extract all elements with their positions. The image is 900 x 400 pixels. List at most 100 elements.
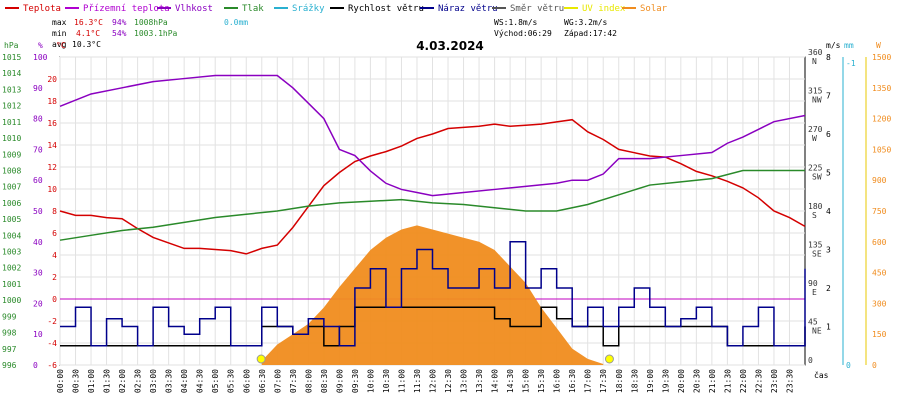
x-tick: 11:00: [397, 369, 406, 393]
press-tick: 1004: [2, 231, 21, 240]
wind-tick: 4: [826, 207, 831, 216]
temp-tick: 20: [47, 75, 57, 84]
axis-title-solar: W: [876, 41, 881, 50]
x-tick: 16:00: [553, 369, 562, 393]
press-tick: 996: [2, 361, 17, 370]
temp-tick: 0: [52, 295, 57, 304]
dir-cardinal: E: [812, 288, 817, 297]
stats-block: max 16.3°C 94% 1008hPa 0.0mm min 4.1°C 5…: [52, 18, 617, 49]
temp-tick: 4: [52, 251, 57, 260]
press-tick: 1009: [2, 150, 21, 159]
x-tick: 03:30: [165, 369, 174, 393]
x-tick: 17:30: [599, 369, 608, 393]
hum-tick: 80: [33, 115, 43, 124]
press-tick: 1014: [2, 69, 21, 78]
axis-title-windms: m/s: [826, 41, 841, 50]
stat-max-press: 1008hPa: [134, 18, 168, 27]
solar-tick: 900: [872, 176, 887, 185]
axis-title-hum: %: [38, 41, 43, 50]
dir-cardinal: NE: [812, 327, 822, 336]
solar-tick: 300: [872, 299, 887, 308]
press-tick: 1007: [2, 183, 21, 192]
press-tick: 1010: [2, 134, 21, 143]
x-tick: 21:30: [723, 369, 732, 393]
press-tick: 998: [2, 329, 17, 338]
axis-title-temp: °C: [56, 41, 66, 50]
stat-avg-label: avg: [52, 40, 67, 49]
dir-cardinal: NW: [812, 96, 822, 105]
solar-tick: 600: [872, 238, 887, 247]
x-tick: 18:00: [615, 369, 624, 393]
x-tick: 13:00: [460, 369, 469, 393]
x-tick: 07:30: [289, 369, 298, 393]
x-tick: 18:30: [630, 369, 639, 393]
chart-title: 4.03.2024: [416, 39, 484, 53]
dir-tick: 225: [808, 164, 823, 173]
hum-tick: 0: [33, 361, 38, 370]
temp-tick: 16: [47, 119, 57, 128]
x-tick: 22:00: [739, 369, 748, 393]
temp-tick: 6: [52, 229, 57, 238]
solar-tick: 750: [872, 207, 887, 216]
x-tick: 08:30: [320, 369, 329, 393]
press-tick: 1008: [2, 166, 21, 175]
series-line: [60, 241, 806, 347]
dir-cardinal: SE: [812, 250, 822, 259]
x-tick: 23:00: [770, 369, 779, 393]
temp-tick: 12: [47, 163, 57, 172]
press-tick: 1011: [2, 118, 21, 127]
x-tick: 12:00: [429, 369, 438, 393]
temp-tick: 8: [52, 207, 57, 216]
solar-area: [261, 225, 604, 365]
legend-label-5: Srážky: [292, 4, 325, 14]
dir-cardinal: SW: [812, 173, 822, 182]
stat-max-label: max: [52, 18, 67, 27]
stat-min-hum: 54%: [112, 29, 127, 38]
dir-cardinal: W: [812, 134, 817, 143]
x-tick: 00:00: [56, 369, 65, 393]
legend-label-7: Náraz větru: [438, 4, 498, 14]
hum-tick: 70: [33, 145, 43, 154]
x-tick: 03:00: [149, 369, 158, 393]
x-tick: 23:30: [785, 369, 794, 393]
press-tick: 997: [2, 345, 17, 354]
series-line: [59, 169, 805, 241]
press-tick: 1005: [2, 215, 21, 224]
x-tick: 02:00: [118, 369, 127, 393]
solar-tick: 1500: [872, 53, 891, 62]
solar-tick: 1200: [872, 115, 891, 124]
rain-tick: 0: [846, 361, 851, 370]
x-tick: 20:00: [677, 369, 686, 393]
hum-tick: 20: [33, 299, 43, 308]
x-tick: 16:30: [568, 369, 577, 393]
temp-tick: 14: [47, 141, 57, 150]
dir-tick: 180: [808, 202, 823, 211]
x-tick: 09:30: [351, 369, 360, 393]
stat-min-label: min: [52, 29, 67, 38]
legend-label-4: Tlak: [242, 4, 264, 14]
x-tick: 05:30: [227, 369, 236, 393]
stat-max-temp: 16.3°C: [74, 18, 103, 27]
wind-ws: WS:1.8m/s: [494, 18, 538, 27]
x-tick: 13:30: [475, 369, 484, 393]
dir-cardinal: S: [812, 211, 817, 220]
wind-tick: 5: [826, 169, 831, 178]
x-tick: 02:30: [134, 369, 143, 393]
temp-tick: -4: [47, 339, 57, 348]
sunrise-marker: [256, 354, 266, 364]
legend-label-6: Rychlost větru: [348, 4, 424, 14]
hum-tick: 40: [33, 238, 43, 247]
sunset: Západ:17:42: [564, 29, 617, 38]
press-tick: 1001: [2, 280, 21, 289]
wind-tick: 6: [826, 130, 831, 139]
dir-tick: 45: [808, 318, 818, 327]
x-tick: 17:00: [584, 369, 593, 393]
stat-max-rain: 0.0mm: [224, 18, 248, 27]
press-tick: 1015: [2, 53, 21, 62]
press-tick: 1000: [2, 296, 21, 305]
x-tick: 12:30: [444, 369, 453, 393]
hum-tick: 60: [33, 176, 43, 185]
x-tick: 14:00: [491, 369, 500, 393]
legend-label-1: Teplota: [23, 4, 61, 14]
x-tick: 15:30: [537, 369, 546, 393]
